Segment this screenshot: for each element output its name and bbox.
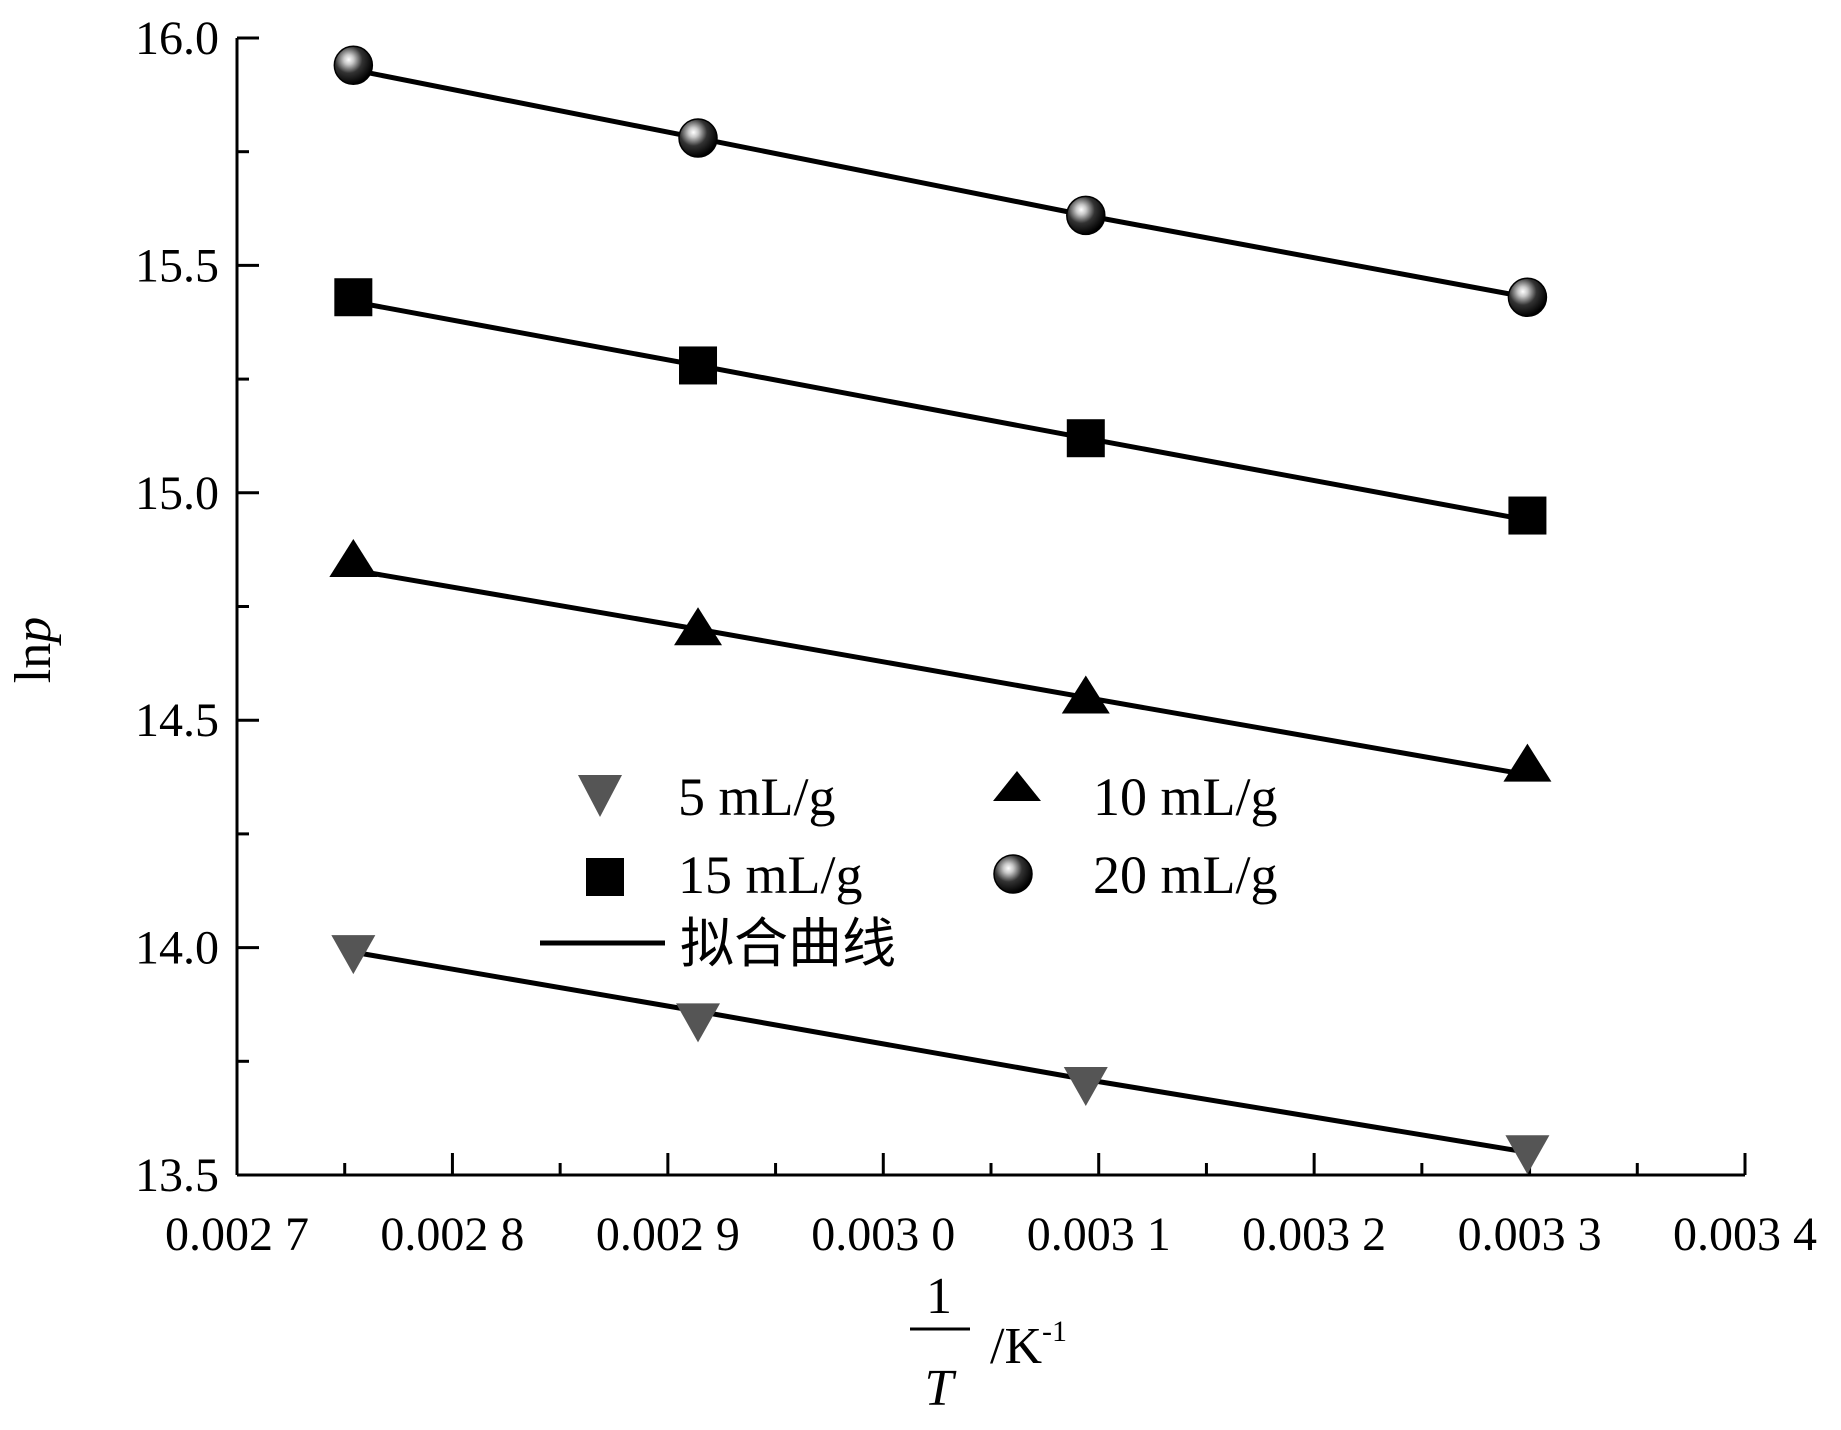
legend-label-fit: 拟合曲线 [680, 914, 896, 974]
fit-line-series-1 [352, 949, 1528, 1155]
fit-line-series-2 [352, 567, 1528, 778]
y-tick-label: 16.0 [135, 12, 219, 65]
x-tick-label: 0.002 9 [596, 1208, 740, 1261]
legend-marker-10 [993, 771, 1041, 801]
data-point-series-1 [1063, 1067, 1108, 1107]
legend-item-15: 15 mL/g [586, 845, 863, 905]
legend-marker-5 [578, 775, 622, 817]
y-tick-label: 15.5 [135, 239, 219, 292]
data-point-series-2 [1503, 743, 1552, 782]
x-tick-label: 0.002 8 [380, 1208, 524, 1261]
x-tick-label: 0.003 0 [811, 1208, 955, 1261]
y-tick-label: 13.5 [135, 1149, 219, 1202]
x-tick-label: 0.003 2 [1242, 1208, 1386, 1261]
y-axis-title-prefix: ln [5, 643, 62, 683]
data-point-series-1 [331, 935, 376, 975]
legend-item-fit: 拟合曲线 [540, 914, 896, 974]
legend-label-10: 10 mL/g [1093, 767, 1278, 827]
data-point-series-3 [334, 278, 373, 317]
x-tick-label: 0.003 4 [1673, 1208, 1817, 1261]
y-tick-label: 14.5 [135, 694, 219, 747]
y-axis-title: lnp [5, 617, 62, 683]
fit-line-series-4 [352, 67, 1528, 300]
data-markers [329, 45, 1552, 1175]
y-axis-title-variable: p [5, 617, 62, 647]
x-axis-title-unit: /K-1 [990, 1315, 1067, 1375]
legend-marker-15 [586, 858, 624, 896]
data-point-series-4 [333, 45, 374, 86]
axes [235, 38, 1745, 1177]
legend-label-5: 5 mL/g [678, 767, 836, 827]
y-tick-label: 15.0 [135, 467, 219, 520]
x-axis-title-denominator: T [925, 1360, 957, 1417]
data-point-series-4 [678, 118, 718, 158]
legend-label-15: 15 mL/g [678, 845, 863, 905]
x-axis-title-exponent: -1 [1042, 1315, 1067, 1348]
legend: 5 mL/g 10 mL/g 15 mL/g 20 mL/g 拟合曲线 [540, 767, 1278, 974]
x-tick-label: 0.002 7 [165, 1208, 309, 1261]
data-point-series-2 [674, 607, 723, 646]
x-axis-title-unit-text: /K [990, 1318, 1042, 1375]
data-point-series-1 [1505, 1135, 1550, 1175]
legend-label-20: 20 mL/g [1093, 845, 1278, 905]
legend-item-10: 10 mL/g [993, 767, 1278, 827]
data-point-series-2 [329, 539, 378, 578]
x-tick-label: 0.003 1 [1027, 1208, 1171, 1261]
x-axis-title-numerator: 1 [926, 1268, 952, 1325]
data-point-series-1 [676, 1003, 721, 1043]
fit-lines [352, 67, 1528, 1155]
y-axis-ticks: 13.5 14.0 14.5 15.0 15.5 16.0 [135, 12, 259, 1202]
y-tick-label: 14.0 [135, 922, 219, 975]
legend-marker-20 [993, 854, 1033, 894]
data-point-series-3 [679, 346, 718, 385]
data-point-series-3 [1508, 496, 1547, 535]
data-point-series-2 [1061, 675, 1110, 714]
x-axis-ticks: 0.002 7 0.002 8 0.002 9 0.003 0 0.003 1 0.003… [165, 1153, 1817, 1261]
x-tick-label: 0.003 3 [1458, 1208, 1602, 1261]
x-axis-title: 1 T /K-1 [910, 1268, 1067, 1417]
data-point-series-3 [1066, 419, 1105, 458]
data-point-series-4 [1507, 277, 1548, 317]
legend-item-20: 20 mL/g [993, 845, 1278, 905]
legend-item-5: 5 mL/g [578, 767, 836, 827]
data-point-series-4 [1066, 195, 1106, 236]
fit-line-series-3 [352, 299, 1528, 523]
